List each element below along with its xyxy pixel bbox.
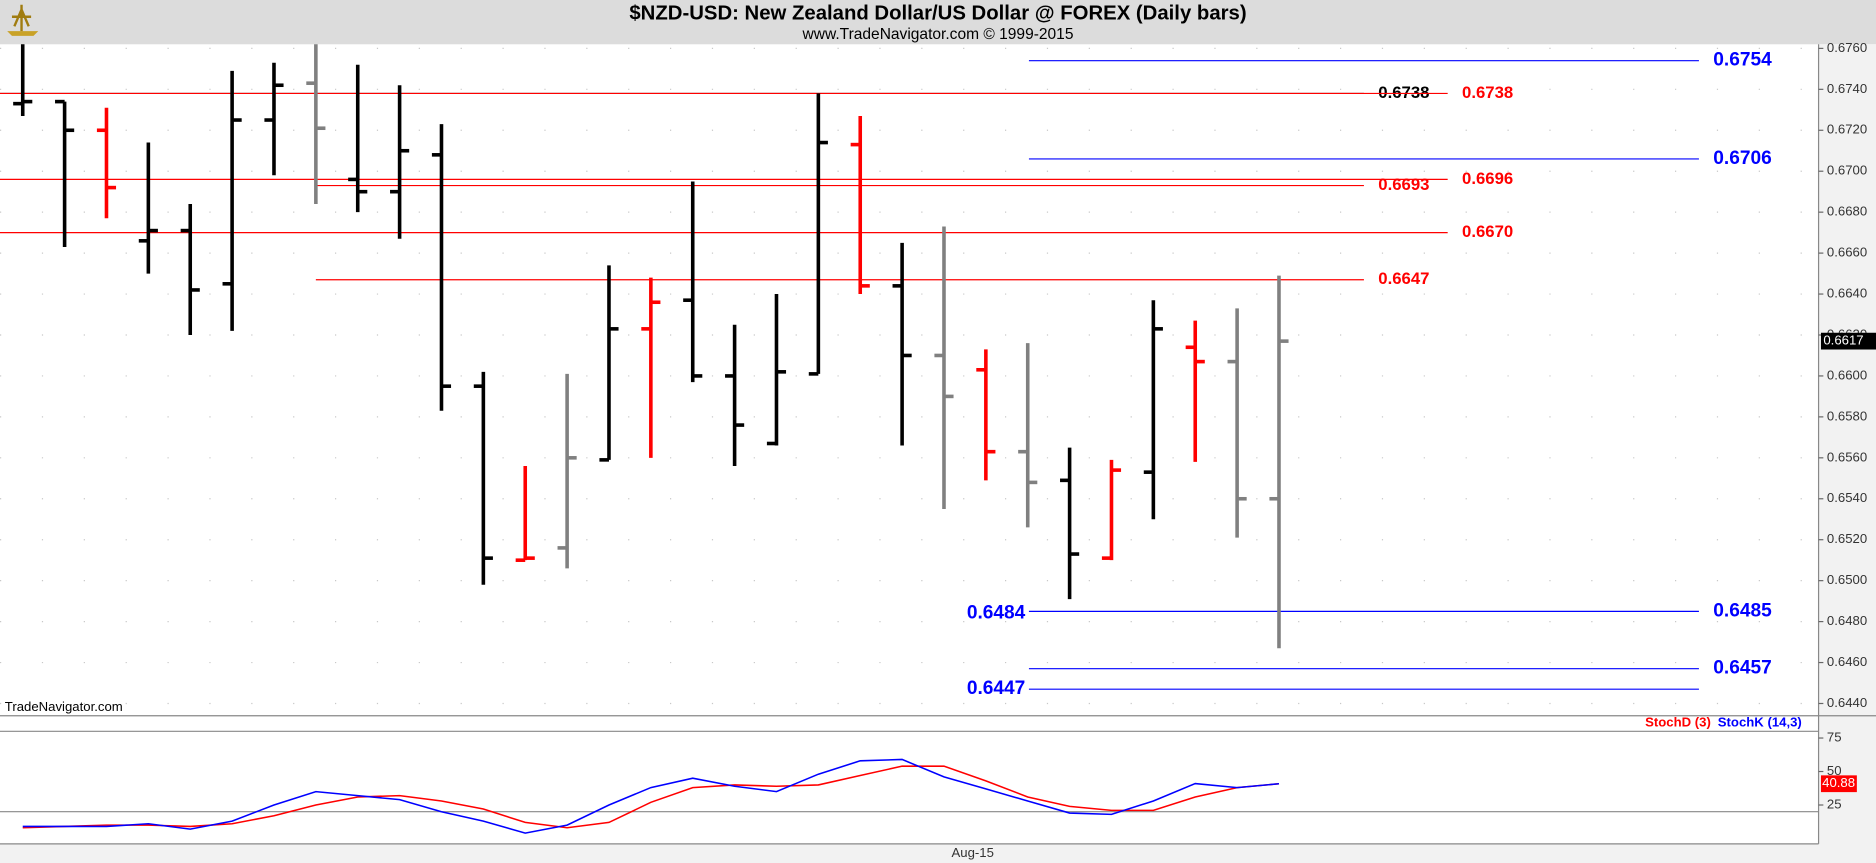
axis-panel (1818, 44, 1876, 863)
y-tick-label: 0.6760 (1827, 40, 1867, 55)
level-label: 0.6647 (1378, 269, 1429, 288)
level-label: 0.6696 (1462, 169, 1513, 188)
date-axis-panel (0, 843, 1819, 863)
level-label: 0.6754 (1713, 50, 1772, 71)
level-label: 0.6457 (1713, 658, 1771, 679)
chart-subtitle: www.TradeNavigator.com © 1999-2015 (802, 26, 1074, 43)
y-tick-label: 0.6500 (1827, 572, 1867, 587)
last-value-label: 40.88 (1822, 775, 1855, 790)
y-tick-label: 0.6520 (1827, 531, 1867, 546)
last-value-box (1820, 775, 1857, 793)
x-tick-label: Aug-15 (951, 845, 993, 860)
legend-entry: StochD (3) (1645, 714, 1711, 729)
y-tick-label: 0.6580 (1827, 408, 1867, 423)
series-line (22, 758, 1280, 834)
y-tick-label: 50 (1827, 763, 1842, 778)
level-label: 0.6447 (967, 678, 1025, 699)
level-label: 0.6738 (1462, 83, 1513, 102)
y-tick-label: 0.6740 (1827, 81, 1867, 96)
header (0, 0, 1876, 45)
y-tick-label: 0.6600 (1827, 367, 1867, 382)
level-label: 0.6670 (1462, 222, 1513, 241)
y-tick-label: 0.6480 (1827, 613, 1867, 628)
level-label: 0.6485 (1713, 600, 1772, 621)
level-label: 0.6738 (1378, 83, 1429, 102)
last-price-box (1820, 332, 1876, 350)
level-label: 0.6706 (1713, 148, 1771, 169)
legend-entry: StochK (14,3) (1718, 714, 1802, 729)
y-tick-label: 0.6440 (1827, 695, 1867, 710)
y-tick-label: 0.6560 (1827, 449, 1867, 464)
level-label: 0.6693 (1378, 175, 1429, 194)
y-tick-label: 75 (1827, 729, 1842, 744)
watermark: TradeNavigator.com (5, 699, 123, 714)
chart-title: $NZD-USD: New Zealand Dollar/US Dollar @… (629, 3, 1246, 25)
y-tick-label: 0.6660 (1827, 245, 1867, 260)
y-tick-label: 0.6460 (1827, 654, 1867, 669)
level-label: 0.6484 (967, 602, 1026, 623)
y-tick-label: 0.6720 (1827, 122, 1867, 137)
y-tick-label: 0.6700 (1827, 163, 1867, 178)
y-tick-label: 0.6640 (1827, 286, 1867, 301)
y-tick-label: 0.6680 (1827, 204, 1867, 219)
y-tick-label: 0.6540 (1827, 490, 1867, 505)
y-tick-label: 25 (1827, 796, 1842, 811)
last-price-label: 0.6617 (1823, 333, 1863, 348)
series-line (22, 765, 1280, 829)
logo (7, 4, 39, 36)
